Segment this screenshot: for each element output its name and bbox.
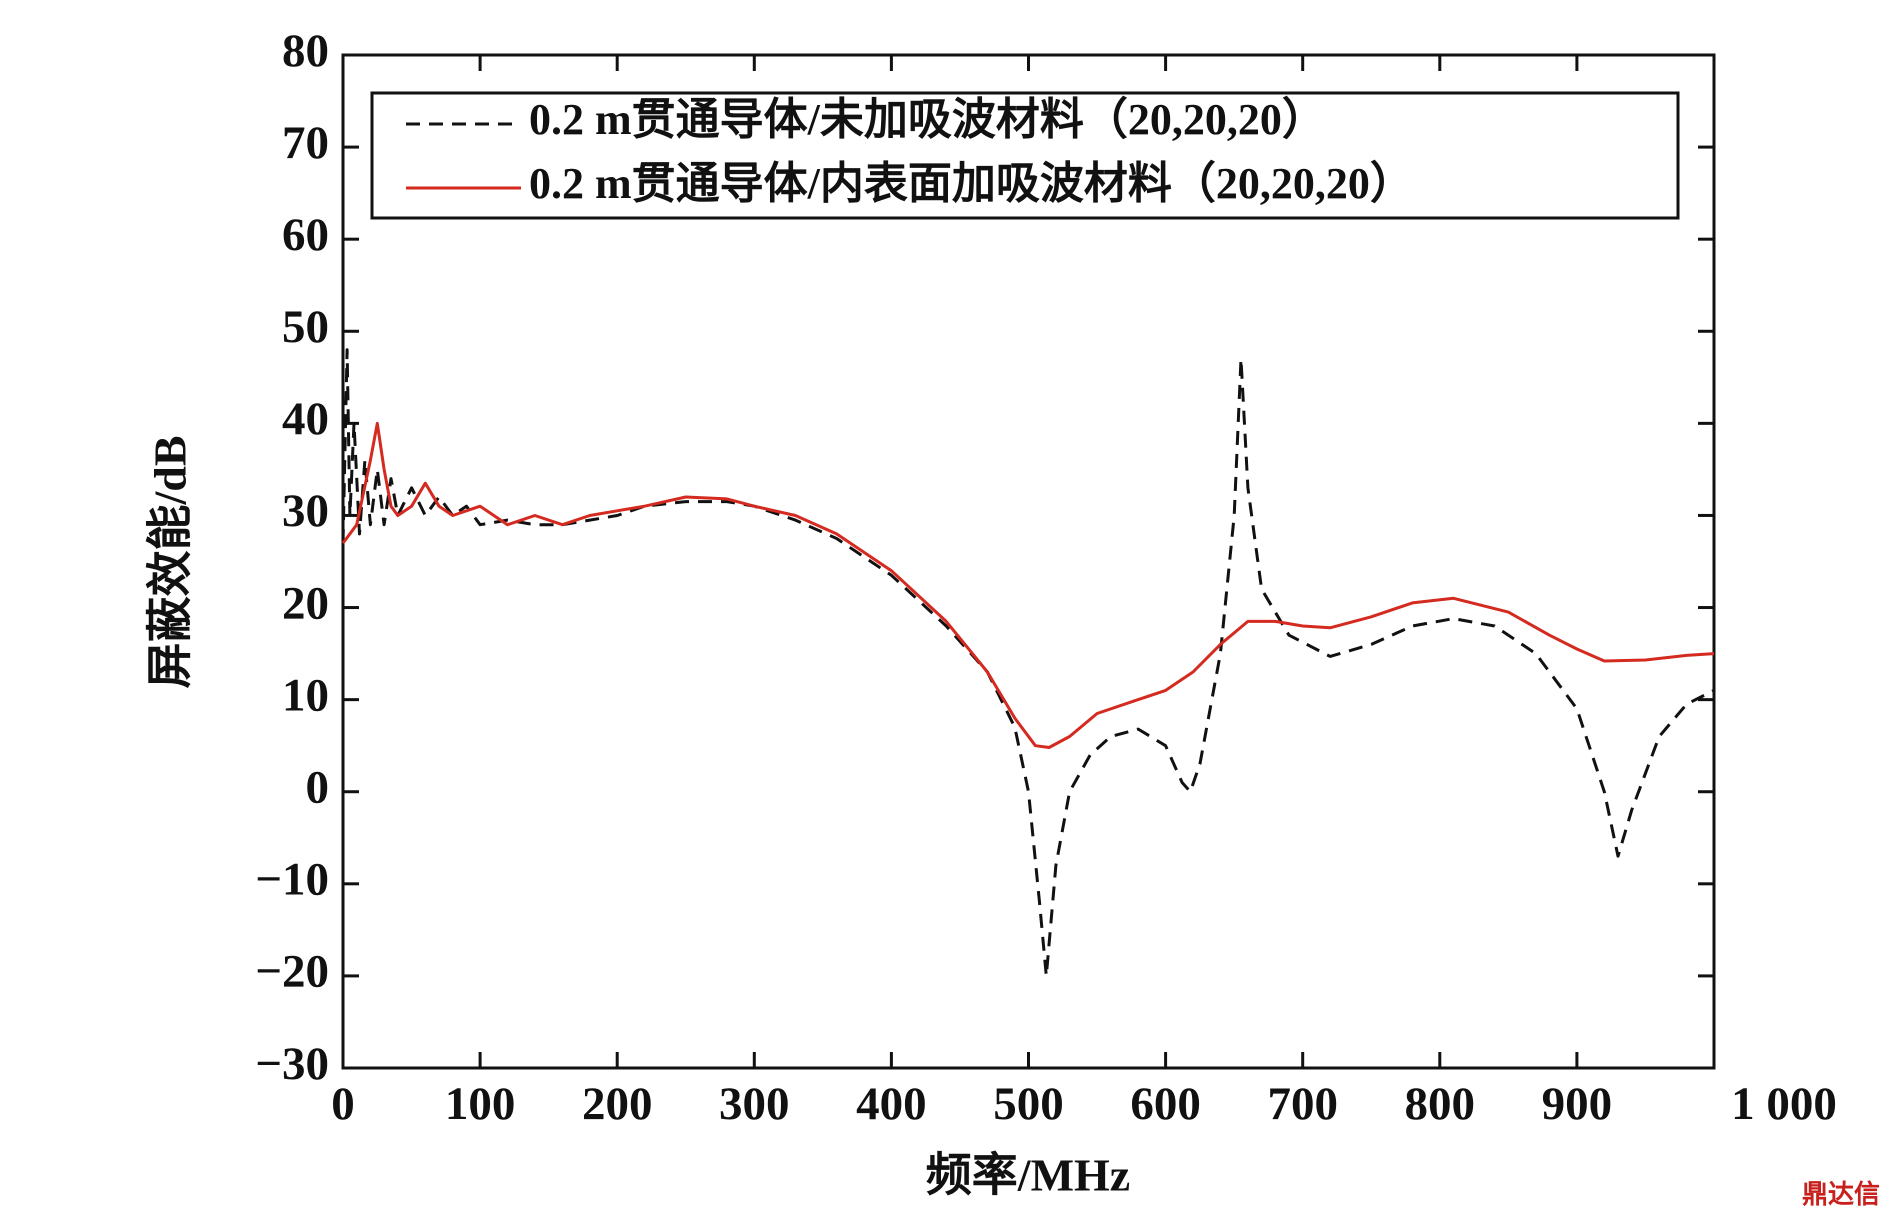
y-tick-label: 0: [306, 762, 330, 814]
x-tick-label: 700: [1267, 1078, 1338, 1130]
y-tick-label: 20: [282, 577, 329, 629]
watermark: 鼎达信: [1802, 1180, 1880, 1209]
y-tick-label: −10: [255, 854, 329, 906]
x-tick-label: 1 000: [1731, 1078, 1837, 1130]
y-axis-title: 屏蔽效能/dB: [145, 435, 196, 688]
x-tick-label: 600: [1130, 1078, 1201, 1130]
x-tick-label: 0: [331, 1078, 355, 1130]
y-tick-label: −20: [255, 946, 329, 998]
series-line: [341, 421, 1715, 749]
y-tick-label: 70: [282, 117, 329, 169]
y-tick-label: 60: [282, 209, 329, 261]
x-tick-label: 200: [582, 1078, 653, 1130]
y-tick-label: 40: [282, 393, 329, 445]
series-line: [341, 348, 1715, 978]
y-tick-label: 80: [282, 25, 329, 77]
y-tick-label: −30: [255, 1038, 329, 1090]
y-tick-label: 50: [282, 301, 329, 353]
legend-label: 0.2 m贯通导体/内表面加吸波材料（20,20,20）: [529, 159, 1414, 208]
x-axis-title: 频率/MHz: [926, 1150, 1130, 1201]
y-tick-label: 30: [282, 485, 329, 537]
legend-label: 0.2 m贯通导体/未加吸波材料（20,20,20）: [529, 95, 1326, 144]
x-tick-label: 800: [1405, 1078, 1476, 1130]
x-tick-label: 900: [1542, 1078, 1613, 1130]
x-tick-label: 100: [445, 1078, 516, 1130]
x-tick-label: 300: [719, 1078, 790, 1130]
x-tick-label: 400: [856, 1078, 927, 1130]
legend-box: [370, 91, 1680, 220]
y-tick-label: 10: [282, 669, 329, 721]
x-tick-label: 500: [993, 1078, 1064, 1130]
